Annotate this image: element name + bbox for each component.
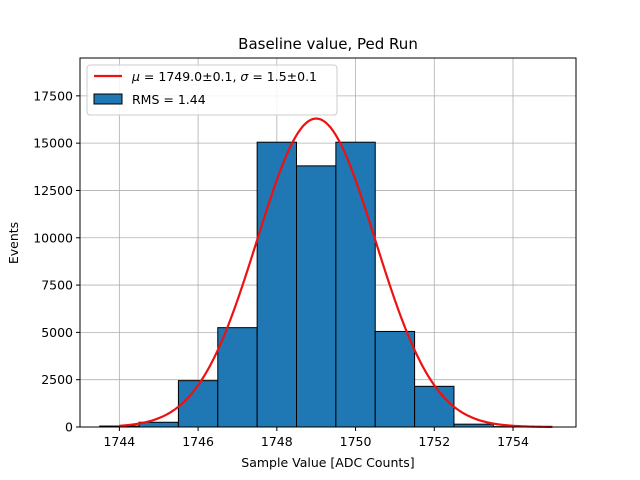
x-tick-label: 1750 (340, 434, 372, 449)
legend-fit-label: μ = 1749.0±0.1, σ = 1.5±0.1 (131, 69, 317, 84)
legend-box (86, 64, 338, 116)
histogram-bar (296, 165, 337, 428)
legend: μ = 1749.0±0.1, σ = 1.5±0.1 RMS = 1.44 (86, 64, 338, 116)
y-axis-ticks: 0 2500 5000 7500 10000 12500 15000 17500 (33, 88, 80, 435)
y-tick-label: 15000 (33, 136, 73, 151)
chart-title: Baseline value, Ped Run (238, 35, 418, 53)
histogram-bar (177, 380, 219, 428)
x-tick-label: 1746 (182, 434, 214, 449)
histogram-bar (335, 141, 376, 428)
y-tick-label: 12500 (33, 183, 73, 198)
y-tick-label: 7500 (41, 278, 73, 293)
x-tick-label: 1748 (261, 434, 293, 449)
legend-histogram-label: RMS = 1.44 (132, 92, 206, 107)
legend-histogram-swatch (93, 93, 123, 105)
legend-sigma-value: = 1.5±0.1 (248, 69, 317, 84)
histogram-bar (256, 141, 298, 428)
y-tick-label: 2500 (41, 372, 73, 387)
histogram-bar (414, 385, 455, 428)
y-tick-label: 5000 (41, 325, 73, 340)
legend-sigma-symbol: σ (240, 69, 249, 84)
x-axis-ticks: 1744 1746 1748 1750 1752 1754 (103, 427, 529, 449)
x-tick-label: 1744 (103, 434, 135, 449)
y-tick-label: 10000 (33, 230, 73, 245)
x-axis-label: Sample Value [ADC Counts] (241, 455, 414, 470)
x-tick-label: 1752 (418, 434, 450, 449)
y-tick-label: 0 (65, 420, 73, 435)
y-tick-label: 17500 (33, 88, 73, 103)
histogram-bars (99, 141, 534, 428)
legend-mu-symbol: μ (131, 69, 140, 84)
histogram-bar (374, 330, 416, 428)
histogram-bar (217, 327, 258, 428)
plot-frame (79, 57, 577, 428)
gaussian-fit-curve (119, 117, 553, 428)
legend-mu-value: = 1749.0±0.1, (140, 69, 240, 84)
x-tick-label: 1754 (497, 434, 529, 449)
y-axis-label: Events (6, 222, 21, 264)
